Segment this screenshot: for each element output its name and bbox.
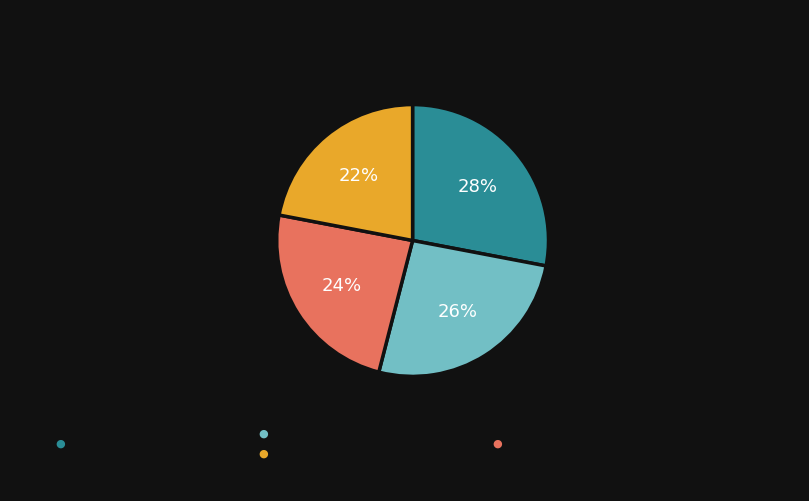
Text: 28%: 28%	[458, 178, 498, 196]
Text: 22%: 22%	[339, 166, 379, 184]
Text: ●: ●	[56, 438, 66, 448]
Text: 26%: 26%	[438, 303, 478, 321]
Wedge shape	[279, 105, 413, 240]
Wedge shape	[413, 105, 549, 266]
Text: 24%: 24%	[321, 277, 362, 295]
Wedge shape	[379, 240, 546, 376]
Wedge shape	[277, 215, 413, 372]
Text: ●: ●	[258, 428, 268, 438]
Text: ●: ●	[493, 438, 502, 448]
Text: ●: ●	[258, 448, 268, 458]
